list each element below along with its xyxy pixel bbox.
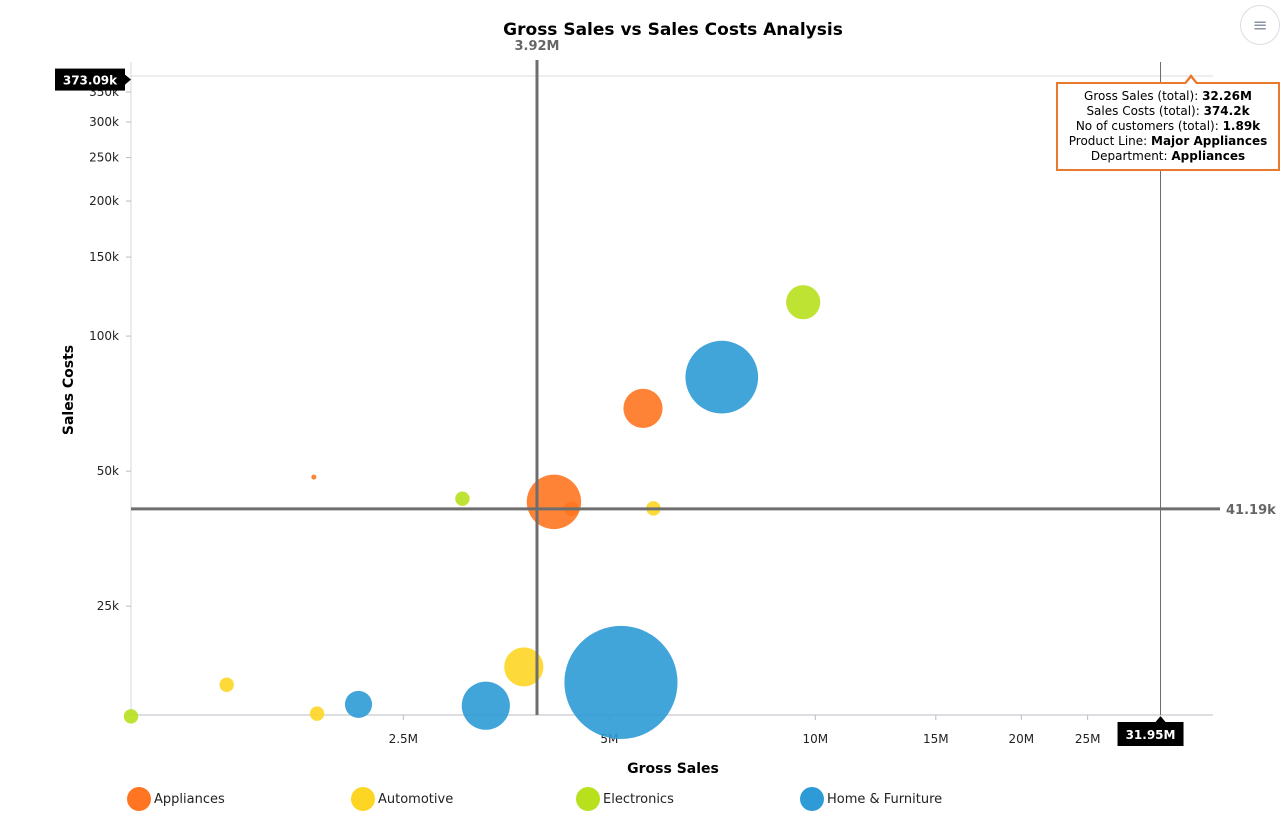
legend-swatch	[576, 787, 600, 811]
legend-label: Home & Furniture	[827, 791, 943, 807]
y-tick-label: 300k	[89, 115, 119, 129]
legend-item-electronics[interactable]: Electronics	[576, 787, 674, 811]
hamburger-menu-icon: ≡	[1252, 14, 1268, 36]
x-axis-title: Gross Sales	[627, 761, 719, 777]
y-tick-label: 150k	[89, 250, 119, 264]
x-reference-label: 3.92M	[514, 39, 559, 54]
tooltip-row: Gross Sales (total): 32.26M	[1084, 89, 1252, 103]
x-tick-label: 15M	[923, 732, 949, 746]
crosshair-y-label: 373.09k	[63, 74, 118, 88]
tooltip-row: Sales Costs (total): 374.2k	[1086, 104, 1250, 118]
bubble-home-furniture[interactable]	[461, 681, 510, 730]
tooltip-row: No of customers (total): 1.89k	[1075, 119, 1261, 133]
y-tick-label: 200k	[89, 194, 119, 208]
bubble-layer	[123, 285, 821, 740]
crosshair: 373.09k 31.95M	[55, 62, 1184, 746]
bubble-appliances[interactable]	[623, 388, 663, 428]
data-tooltip: Gross Sales (total): 32.26M Sales Costs …	[1056, 82, 1280, 171]
y-axis-title: Sales Costs	[61, 345, 77, 435]
bubble-automotive[interactable]	[504, 647, 544, 687]
bubble-home-furniture[interactable]	[564, 625, 678, 740]
x-tick-label: 2.5M	[389, 732, 418, 746]
y-tick-label: 25k	[97, 599, 119, 613]
crosshair-x-flag	[1117, 722, 1184, 746]
crosshair-x-flag-pointer	[1155, 716, 1166, 722]
bubble-electronics[interactable]	[455, 491, 470, 506]
x-tick-label: 25M	[1075, 732, 1101, 746]
bubble-home-furniture[interactable]	[344, 690, 373, 718]
tooltip-pointer-inner	[1186, 78, 1196, 84]
chart-menu-button[interactable]: ≡	[1240, 5, 1280, 45]
legend-label: Appliances	[154, 791, 225, 807]
legend-swatch	[127, 787, 151, 811]
crosshair-x-label: 31.95M	[1126, 728, 1176, 742]
bubble-appliances[interactable]	[526, 474, 582, 530]
legend-item-appliances[interactable]: Appliances	[127, 787, 225, 811]
x-tick-label: 20M	[1009, 732, 1035, 746]
y-tick-label: 250k	[89, 151, 119, 165]
tooltip-row: Product Line: Major Appliances	[1068, 134, 1268, 148]
legend-item-home-furniture[interactable]: Home & Furniture	[800, 787, 942, 811]
x-tick-label: 10M	[803, 732, 829, 746]
bubble-automotive[interactable]	[219, 677, 234, 692]
y-tick-label: 100k	[89, 329, 119, 343]
reference-lines: 3.92M 41.19k	[131, 39, 1276, 715]
bubble-electronics[interactable]	[786, 285, 821, 320]
legend-swatch	[800, 787, 824, 811]
y-reference-label: 41.19k	[1226, 503, 1276, 518]
bubble-appliances[interactable]	[311, 474, 317, 480]
legend-item-automotive[interactable]: Automotive	[351, 787, 453, 811]
tooltip-row: Department: Appliances	[1090, 149, 1246, 163]
chart-title: Gross Sales vs Sales Costs Analysis	[503, 20, 843, 40]
bubble-automotive[interactable]	[309, 706, 325, 721]
legend-swatch	[351, 787, 375, 811]
legend-label: Automotive	[378, 791, 454, 807]
bubble-electronics[interactable]	[123, 709, 139, 724]
crosshair-y-flag	[55, 68, 125, 91]
legend-label: Electronics	[603, 791, 674, 807]
y-tick-label: 50k	[97, 464, 119, 478]
crosshair-y-flag-pointer	[125, 74, 131, 85]
bubble-home-furniture[interactable]	[685, 340, 759, 414]
